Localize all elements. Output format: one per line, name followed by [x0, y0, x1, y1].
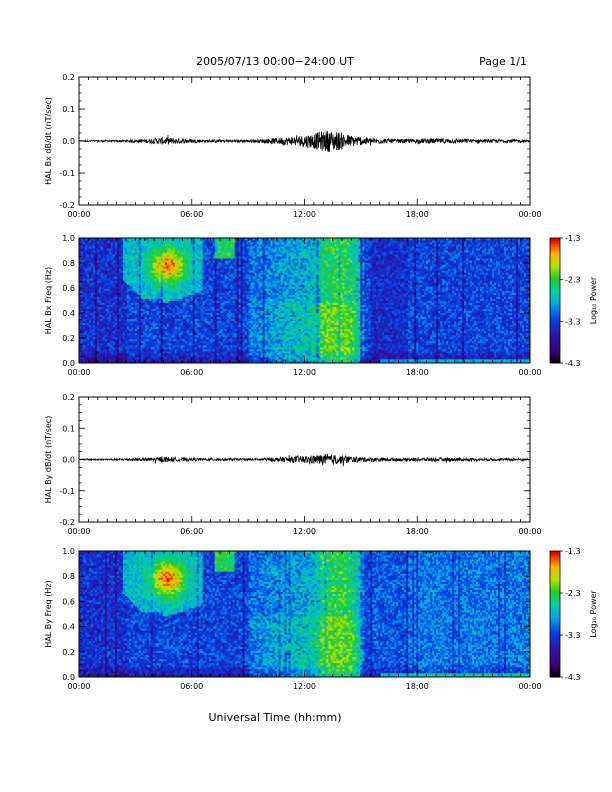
x-tick-label: 06:00 — [180, 210, 203, 219]
panels: 00:00 06:00 12:00 18:00 00:00-0.2-0.10.00.10… — [44, 73, 598, 691]
x-tick-label: 00:00 — [67, 210, 90, 219]
x-tick-label: 00:00 — [518, 210, 541, 219]
y-tick-label: -0.1 — [59, 169, 75, 178]
y-axis-label: HAL Bx dB/dt (nT/sec) — [44, 97, 53, 185]
x-axis-label: Universal Time (hh:mm) — [209, 711, 342, 724]
series-line — [79, 131, 530, 152]
panel-1: 00:00 06:00 12:00 18:00 00:00-0.2-0.10.00.10… — [44, 73, 542, 219]
heatmap-cells — [79, 238, 530, 363]
y-tick-label: 0.0 — [62, 137, 75, 146]
x-tick-label: 12:00 — [293, 210, 316, 219]
y-tick-label: -0.2 — [59, 201, 75, 210]
x-tick-label: 18:00 — [406, 210, 429, 219]
y-tick-label: 0.1 — [62, 105, 75, 114]
chart-title: 2005/07/13 00:00−24:00 UT — [196, 55, 354, 68]
page-number: Page 1/1 — [479, 55, 527, 68]
panel-2: 00:00 06:00 12:00 18:00 00:000.00.20.40.60.8… — [44, 234, 598, 377]
y-tick-label: 0.2 — [62, 73, 75, 82]
